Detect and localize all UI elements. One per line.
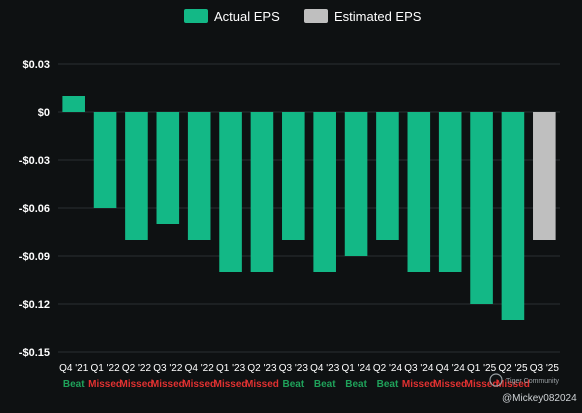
- bar-actual-2: [125, 112, 148, 240]
- y-tick-label-0: $0.03: [22, 59, 50, 71]
- legend-swatch-1: [304, 9, 328, 23]
- status-label-6: Missed: [245, 379, 279, 390]
- bar-actual-8: [313, 112, 336, 272]
- bar-actual-14: [501, 112, 525, 320]
- x-tick-label-12: Q4 '24: [436, 363, 466, 374]
- x-tick-label-10: Q2 '24: [373, 363, 403, 374]
- x-tick-label-13: Q1 '25: [467, 363, 497, 374]
- y-tick-label-2: -$0.03: [19, 155, 50, 167]
- bar-actual-12: [438, 112, 462, 272]
- y-tick-label-6: -$0.15: [19, 347, 50, 359]
- x-axis: Q4 '21 Q1 '22 Q2 '22 Q3 '22 Q4 '22 Q1 '23 Q2 '…: [59, 363, 559, 374]
- watermark-handle: @Mickey082024: [502, 393, 577, 404]
- status-label-7: Beat: [282, 379, 304, 390]
- x-tick-label-5: Q1 '23: [216, 363, 246, 374]
- status-label-12: Missed: [433, 379, 467, 390]
- status-label-14: Missed: [496, 379, 530, 390]
- x-tick-label-4: Q4 '22: [185, 363, 215, 374]
- bar-actual-3: [156, 112, 180, 224]
- watermark-brand: Tiger Community: [506, 378, 560, 385]
- x-tick-label-11: Q3 '24: [404, 363, 434, 374]
- status-label-10: Beat: [377, 379, 399, 390]
- bar-actual-11: [407, 112, 431, 272]
- x-tick-label-1: Q1 '22: [90, 363, 120, 374]
- bar-actual-7: [282, 112, 305, 240]
- status-label-13: Missed: [465, 379, 499, 390]
- y-tick-label-4: -$0.09: [19, 251, 50, 263]
- bar-actual-6: [250, 112, 274, 272]
- status-label-1: Missed: [88, 379, 122, 390]
- x-tick-label-0: Q4 '21: [59, 363, 89, 374]
- bar-actual-9: [344, 112, 368, 256]
- status-label-0: Beat: [63, 379, 85, 390]
- x-tick-label-7: Q3 '23: [279, 363, 309, 374]
- status-label-8: Beat: [314, 379, 336, 390]
- bar-actual-4: [187, 112, 211, 240]
- y-tick-label-5: -$0.12: [19, 299, 50, 311]
- status-row: Beat MissedMissedMissedMissedMissedMissed…: [63, 379, 530, 390]
- x-tick-label-6: Q2 '23: [247, 363, 277, 374]
- watermark: Tiger Community @Mickey082024: [489, 373, 577, 404]
- status-label-5: Missed: [214, 379, 248, 390]
- bars: [62, 96, 556, 320]
- bar-actual-1: [93, 112, 117, 208]
- x-tick-label-14: Q2 '25: [498, 363, 528, 374]
- status-label-3: Missed: [151, 379, 185, 390]
- status-label-9: Beat: [345, 379, 367, 390]
- x-tick-label-9: Q1 '24: [341, 363, 371, 374]
- bar-actual-5: [219, 112, 242, 272]
- legend-label-1: Estimated EPS: [334, 9, 422, 24]
- legend-label-0: Actual EPS: [214, 9, 280, 24]
- status-label-2: Missed: [119, 379, 153, 390]
- status-label-4: Missed: [182, 379, 216, 390]
- legend: Actual EPS Estimated EPS: [184, 9, 422, 24]
- x-tick-label-15: Q3 '25: [530, 363, 560, 374]
- status-label-11: Missed: [402, 379, 436, 390]
- y-tick-label-1: $0: [38, 107, 50, 119]
- x-tick-label-2: Q2 '22: [122, 363, 152, 374]
- x-tick-label-8: Q4 '23: [310, 363, 340, 374]
- y-axis: $0.03 $0 -$0.03 -$0.06 -$0.09 -$0.12 -$0.15: [19, 59, 50, 359]
- bar-actual-10: [376, 112, 399, 240]
- bar-actual-13: [470, 112, 493, 304]
- bar-actual-0: [62, 96, 85, 112]
- tiger-logo-icon: [489, 373, 503, 387]
- legend-swatch-0: [184, 9, 208, 23]
- x-tick-label-3: Q3 '22: [153, 363, 183, 374]
- bar-estimated-15: [533, 112, 556, 240]
- y-tick-label-3: -$0.06: [19, 203, 50, 215]
